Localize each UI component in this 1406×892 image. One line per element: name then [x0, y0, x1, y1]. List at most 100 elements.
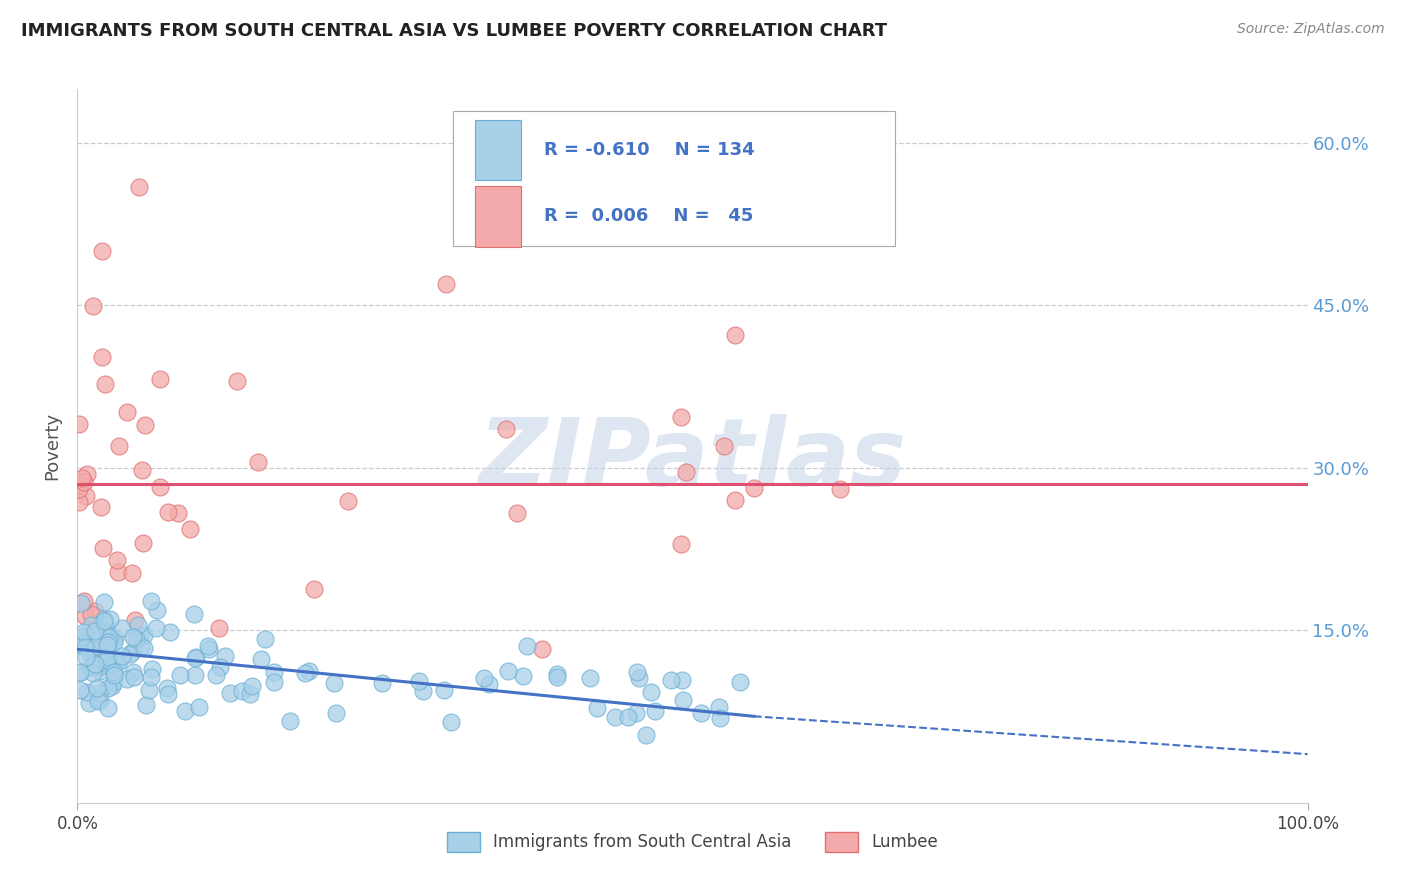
Point: [183, 607, 205, 622]
Point: [90, 244, 114, 259]
Point: [156, 505, 179, 519]
Point: [659, 673, 682, 688]
Point: [139, 670, 162, 684]
Point: [73, 637, 96, 651]
Point: [132, 640, 155, 655]
Point: [135, 698, 157, 713]
Point: [90, 500, 112, 514]
Point: [627, 671, 650, 685]
Point: [93, 594, 115, 608]
Text: R = -0.610    N = 134: R = -0.610 N = 134: [544, 141, 754, 159]
Point: [298, 664, 321, 678]
Point: [69, 665, 91, 680]
Point: [89, 664, 111, 678]
Point: [546, 666, 568, 681]
Point: [107, 439, 129, 453]
Point: [669, 536, 692, 550]
Point: [90, 655, 112, 669]
Point: [67, 482, 90, 496]
Point: [128, 630, 150, 644]
Point: [70, 477, 93, 491]
Point: [72, 593, 94, 607]
Point: [159, 625, 181, 640]
Point: [179, 522, 201, 536]
Point: [156, 681, 179, 696]
Point: [169, 668, 191, 682]
Point: [86, 681, 108, 695]
Point: [634, 728, 657, 742]
Point: [506, 507, 529, 521]
Y-axis label: Poverty: Poverty: [44, 412, 62, 480]
Point: [75, 650, 97, 665]
Point: [250, 652, 273, 666]
Point: [149, 372, 172, 386]
Point: [132, 628, 155, 642]
Point: [188, 699, 211, 714]
Point: [75, 608, 97, 623]
Point: [122, 670, 145, 684]
Point: [231, 683, 253, 698]
Point: [82, 299, 104, 313]
Point: [197, 639, 219, 653]
Point: [79, 617, 101, 632]
Point: [69, 665, 91, 679]
Point: [640, 685, 662, 699]
Point: [728, 675, 751, 690]
Point: [440, 714, 463, 729]
Point: [675, 465, 697, 479]
Point: [84, 624, 107, 639]
Point: [91, 541, 114, 555]
Point: [84, 657, 107, 671]
Point: [80, 607, 103, 621]
Point: [82, 666, 104, 681]
Point: [104, 631, 127, 645]
Point: [436, 277, 458, 291]
Point: [219, 686, 242, 700]
Point: [98, 612, 121, 626]
Point: [294, 665, 316, 680]
Point: [77, 696, 100, 710]
Point: [87, 694, 110, 708]
FancyBboxPatch shape: [475, 120, 522, 180]
Point: [141, 662, 163, 676]
Point: [97, 635, 120, 649]
Point: [97, 700, 120, 714]
Text: Source: ZipAtlas.com: Source: ZipAtlas.com: [1237, 22, 1385, 37]
Point: [432, 682, 454, 697]
Point: [82, 643, 104, 657]
Point: [496, 665, 519, 679]
Point: [103, 674, 125, 689]
Point: [132, 536, 155, 550]
Point: [97, 630, 120, 644]
Point: [118, 647, 141, 661]
Point: [121, 631, 143, 645]
Legend: Immigrants from South Central Asia, Lumbee: Immigrants from South Central Asia, Lumb…: [440, 825, 945, 859]
Point: [75, 490, 97, 504]
Point: [585, 700, 607, 714]
Text: R =  0.006    N =   45: R = 0.006 N = 45: [544, 207, 754, 225]
Point: [617, 709, 640, 723]
FancyBboxPatch shape: [475, 186, 522, 246]
Point: [138, 682, 160, 697]
Point: [226, 374, 249, 388]
Point: [129, 640, 152, 655]
Point: [337, 494, 360, 508]
Point: [579, 671, 602, 685]
Point: [76, 467, 98, 481]
Point: [278, 714, 301, 728]
Point: [707, 700, 730, 714]
Point: [97, 650, 120, 665]
Point: [167, 506, 190, 520]
Point: [173, 704, 195, 718]
Point: [671, 673, 693, 688]
Point: [184, 650, 207, 665]
Point: [83, 604, 105, 618]
Point: [495, 422, 517, 436]
Point: [204, 667, 226, 681]
Point: [669, 410, 692, 425]
Point: [103, 667, 125, 681]
Point: [69, 683, 91, 698]
Point: [105, 656, 128, 670]
Point: [84, 639, 107, 653]
Point: [134, 417, 156, 432]
